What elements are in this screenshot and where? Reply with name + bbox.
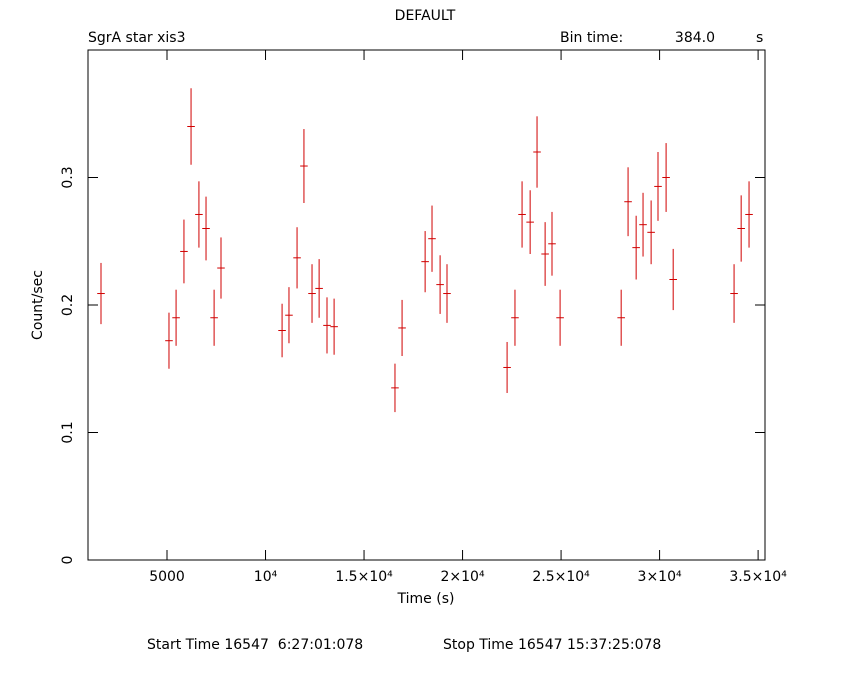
x-tick-label: 1.5×10⁴	[335, 569, 393, 585]
x-tick-label: 3.5×10⁴	[729, 569, 787, 585]
x-tick-label: 2.5×10⁴	[532, 569, 590, 585]
x-tick-label: 10⁴	[254, 569, 278, 585]
x-tick-label: 2×10⁴	[441, 569, 485, 585]
y-tick-label: 0.2	[60, 294, 76, 316]
bin-label: Bin time:	[560, 30, 623, 46]
x-axis-label: Time (s)	[397, 591, 455, 607]
chart-title: DEFAULT	[395, 8, 456, 24]
y-tick-label: 0	[60, 556, 76, 565]
footer-start: Start Time 16547 6:27:01:078	[147, 637, 363, 653]
y-tick-label: 0.1	[60, 421, 76, 443]
x-tick-label: 5000	[149, 569, 185, 585]
y-tick-label: 0.3	[60, 166, 76, 188]
bin-unit: s	[756, 30, 763, 46]
footer-stop: Stop Time 16547 15:37:25:078	[443, 637, 661, 653]
subtitle: SgrA star xis3	[88, 30, 186, 46]
x-tick-label: 3×10⁴	[638, 569, 682, 585]
y-axis-label: Count/sec	[30, 270, 46, 340]
bin-time: 384.0	[675, 30, 715, 46]
